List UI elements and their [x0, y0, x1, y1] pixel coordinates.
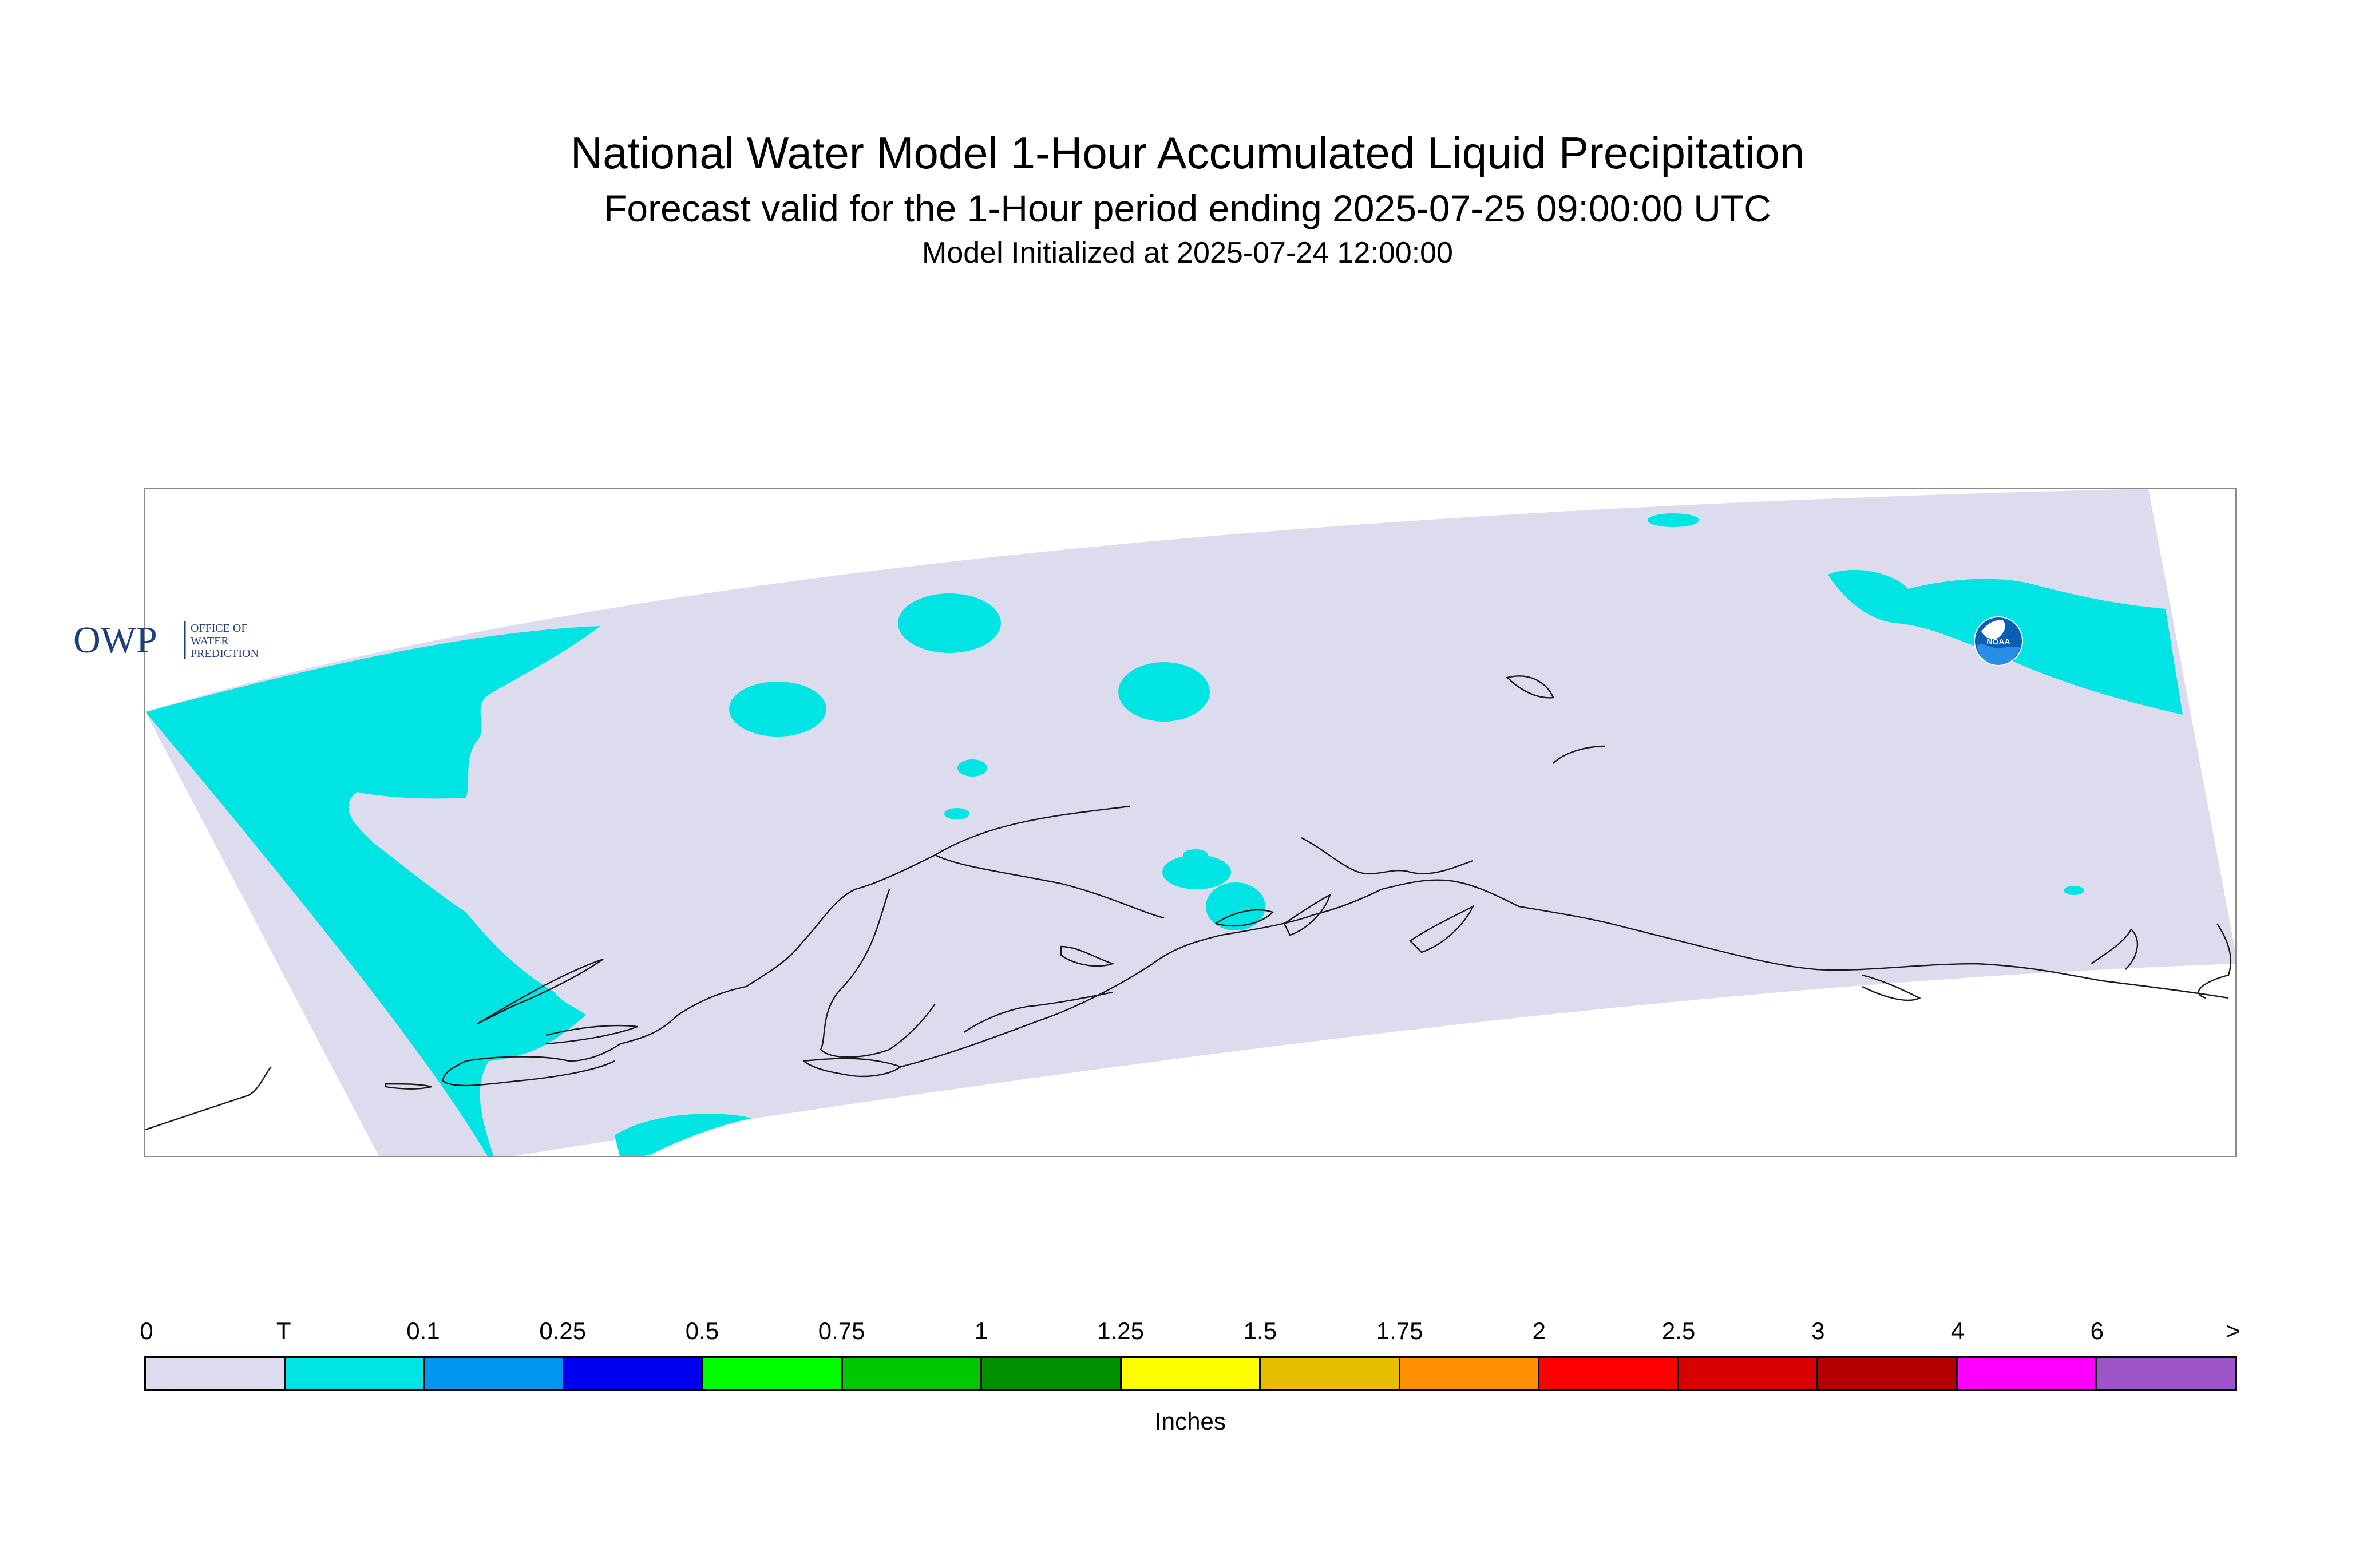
legend-tick-label: 0	[140, 1317, 153, 1344]
legend-color-bar	[144, 1356, 2237, 1391]
legend-tick-label: 1.75	[1376, 1317, 1423, 1344]
map-title: National Water Model 1-Hour Accumulated …	[570, 128, 1805, 178]
legend-swatch	[1261, 1358, 1400, 1389]
legend-swatch	[1400, 1358, 1540, 1389]
precip-cell	[898, 593, 1001, 653]
legend-tick-label: 1.25	[1097, 1317, 1144, 1344]
precip-cell	[1206, 882, 1265, 930]
precip-cell-south	[615, 1114, 752, 1156]
owp-line-1: OFFICE OF	[191, 622, 247, 635]
precip-cell	[1183, 849, 1208, 861]
legend-tick-label: 0.5	[685, 1317, 719, 1344]
legend-swatch	[285, 1358, 425, 1389]
precip-cell	[944, 808, 969, 819]
precipitation-map	[144, 488, 2237, 1157]
legend-tick-label: 0.75	[818, 1317, 865, 1344]
map-canvas	[145, 489, 2235, 1156]
legend-tick-label: 0.1	[406, 1317, 440, 1344]
model-domain-area	[145, 489, 2235, 1156]
coastline	[145, 675, 2232, 1131]
legend-tick-label: 4	[1950, 1317, 1965, 1344]
noaa-label: NOAA	[1986, 637, 2010, 646]
owp-line-3: PREDICTION	[191, 647, 259, 660]
owp-line-2: WATER	[191, 635, 229, 647]
model-init-subtitle: Model Initialized at 2025-07-24 12:00:00	[922, 236, 1453, 270]
precip-cell	[2064, 886, 2084, 895]
legend-swatch	[425, 1358, 564, 1389]
legend-tick-label: 2.5	[1661, 1317, 1696, 1344]
precip-cell	[1118, 662, 1210, 722]
legend-tick-label: T	[276, 1317, 291, 1344]
legend-swatch	[146, 1358, 286, 1389]
legend-swatch	[1957, 1358, 2097, 1389]
legend-tick-label: >	[2226, 1317, 2241, 1344]
legend-swatch	[2097, 1358, 2235, 1389]
precip-cell	[957, 759, 987, 777]
legend-tick-label: 2	[1532, 1317, 1546, 1344]
legend-swatch	[1539, 1358, 1679, 1389]
legend-swatch	[1818, 1358, 1958, 1389]
legend-swatch	[982, 1358, 1122, 1389]
precip-area-west	[145, 626, 600, 1156]
legend-swatch	[1121, 1358, 1261, 1389]
owp-logo: OWP OFFICE OF WATER PREDICTION	[73, 618, 291, 664]
forecast-valid-subtitle: Forecast valid for the 1-Hour period end…	[604, 187, 1771, 229]
legend-tick-label: 1.5	[1243, 1317, 1277, 1344]
legend-units-label: Inches	[1155, 1408, 1226, 1435]
legend-tick-label: 1	[974, 1317, 988, 1344]
legend-swatch	[1679, 1358, 1819, 1389]
legend-tick-label: 6	[2090, 1317, 2104, 1344]
owp-letters: OWP	[73, 619, 157, 661]
precipitation-areas	[145, 513, 2183, 1156]
precip-cell	[1648, 513, 1699, 527]
legend-swatch	[703, 1358, 843, 1389]
precipitation-legend: 0 T 0.1 0.25 0.5 0.75 1 1.25 1.5 1.75 2 2.5 3 4 6 > Inc…	[140, 1310, 2240, 1435]
precip-cell	[729, 682, 826, 737]
legend-tick-label: 0.25	[539, 1317, 587, 1344]
precip-cell	[1162, 855, 1231, 889]
legend-swatch	[842, 1358, 983, 1389]
legend-swatch	[564, 1358, 704, 1389]
noaa-logo: NOAA	[1973, 616, 2024, 666]
legend-tick-label: 3	[1811, 1317, 1825, 1344]
